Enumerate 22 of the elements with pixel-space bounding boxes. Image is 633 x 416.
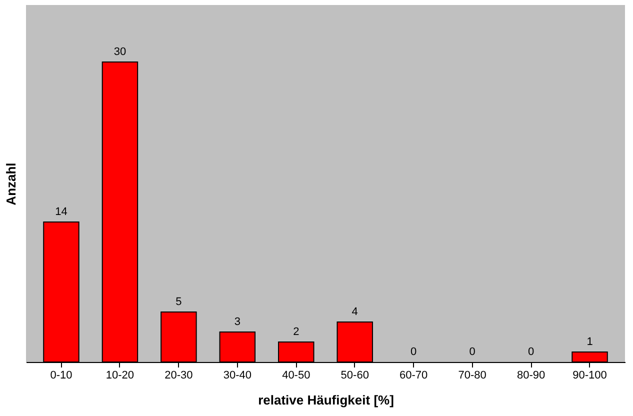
x-tick-label: 30-40: [223, 370, 252, 382]
data-label: 0: [410, 346, 417, 358]
x-axis-title: relative Häufigkeit [%]: [258, 392, 394, 408]
x-tick-label: 90-100: [572, 370, 607, 382]
x-tick-label: 10-20: [106, 370, 134, 382]
data-label: 1: [586, 336, 593, 348]
data-label: 2: [293, 326, 300, 338]
x-tick-label: 80-90: [516, 370, 546, 382]
data-label: 0: [469, 346, 476, 358]
data-label: 4: [352, 306, 358, 318]
data-label: 14: [55, 206, 68, 218]
x-tick-label: 20-30: [164, 370, 193, 382]
y-axis-title: Anzahl: [4, 162, 18, 206]
x-tick-label: 0-10: [50, 370, 72, 382]
data-label: 30: [114, 46, 126, 58]
data-label: 5: [176, 296, 182, 308]
x-tick-label: 50-60: [340, 370, 369, 382]
x-tick-label: 40-50: [282, 370, 310, 382]
data-label: 3: [234, 316, 240, 328]
x-tick-label: 60-70: [400, 370, 428, 382]
data-label: 0: [528, 346, 534, 358]
x-tick-label: 70-80: [458, 370, 486, 382]
